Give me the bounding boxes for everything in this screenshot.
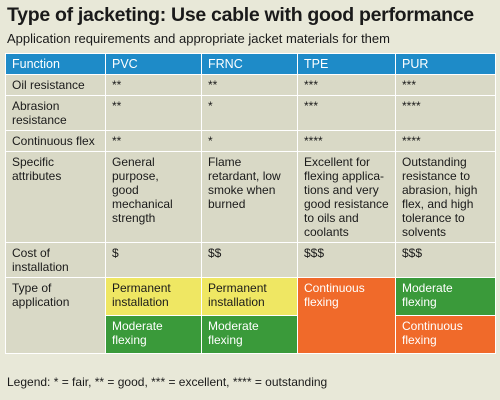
page-subtitle: Application requirements and appropriate…	[7, 31, 390, 46]
row-label-line: Specific	[12, 155, 55, 169]
table-row: Oil resistance ** ** *** ***	[5, 74, 496, 96]
cell-line: flexing	[112, 333, 147, 347]
cell-line: tolerance to	[402, 211, 465, 225]
application-cell-permanent: Permanent installation	[105, 277, 202, 316]
table-cell: $$	[201, 242, 298, 278]
row-label: Continuous flex	[5, 130, 106, 152]
table-cell: ****	[395, 95, 496, 131]
row-label: Oil resistance	[5, 74, 106, 96]
row-label-line: application	[12, 295, 70, 309]
row-label-line: resistance	[12, 113, 67, 127]
row-label-line: Cost of	[12, 246, 51, 260]
table-cell: **	[105, 130, 202, 152]
table-row: Specific attributes General purpose, goo…	[5, 151, 496, 243]
cell-line: Moderate	[208, 319, 259, 333]
application-cell-moderate: Moderate flexing	[105, 315, 202, 354]
page-title: Type of jacketing: Use cable with good p…	[7, 4, 474, 26]
header-function: Function	[5, 53, 106, 75]
cell-line: flex, and high	[402, 197, 474, 211]
cell-line: flexing	[304, 295, 339, 309]
header-pur: PUR	[395, 53, 496, 75]
cell-line: retardant, low	[208, 169, 281, 183]
row-label-line: Abrasion	[12, 99, 60, 113]
row-label-line: installation	[12, 260, 69, 274]
header-pvc: PVC	[105, 53, 202, 75]
cell-line: Moderate	[402, 281, 453, 295]
cell-line: flexing	[208, 333, 243, 347]
table-cell: **	[201, 74, 298, 96]
row-label: Specific attributes	[5, 151, 106, 243]
table-cell: General purpose, good mechanical strengt…	[105, 151, 202, 243]
cell-line: installation	[208, 295, 265, 309]
table-cell: Flame retardant, low smoke when burned	[201, 151, 298, 243]
cell-line: flexing	[402, 333, 437, 347]
cell-line: Moderate	[112, 319, 163, 333]
cell-line: installation	[112, 295, 169, 309]
cell-line: mechanical	[112, 197, 173, 211]
cell-line: tions and very	[304, 183, 379, 197]
table-cell: **	[105, 95, 202, 131]
table-cell: ***	[297, 95, 396, 131]
header-tpe: TPE	[297, 53, 396, 75]
application-cell-moderate: Moderate flexing	[201, 315, 298, 354]
table-cell: $$$	[297, 242, 396, 278]
cell-line: General	[112, 155, 155, 169]
cell-line: Permanent	[208, 281, 267, 295]
cell-line: resistance to	[402, 169, 471, 183]
legend: Legend: * = fair, ** = good, *** = excel…	[7, 375, 328, 389]
cell-line: flexing	[402, 295, 437, 309]
row-label: Cost of installation	[5, 242, 106, 278]
cell-line: good resistance	[304, 197, 389, 211]
table-cell: $	[105, 242, 202, 278]
table-cell: ****	[395, 130, 496, 152]
row-label: Type of application	[5, 277, 106, 354]
table-cell: ***	[297, 74, 396, 96]
row-label-line: attributes	[12, 169, 62, 183]
application-cell-moderate: Moderate flexing	[395, 277, 496, 316]
table-row: Moderate flexing Moderate flexing Contin…	[6, 315, 496, 354]
row-label: Abrasion resistance	[5, 95, 106, 131]
cell-line: coolants	[304, 225, 349, 239]
table-cell: **	[105, 74, 202, 96]
cell-line: smoke when	[208, 183, 276, 197]
cell-line: Excellent for	[304, 155, 371, 169]
table-row: Type of application Permanent installati…	[5, 277, 496, 354]
cell-line: Continuous	[402, 319, 463, 333]
cell-line: to oils and	[304, 211, 359, 225]
table-cell: Excellent for flexing applica- tions and…	[297, 151, 396, 243]
cell-line: abrasion, high	[402, 183, 478, 197]
table-cell: *	[201, 130, 298, 152]
cell-line: Permanent	[112, 281, 171, 295]
application-cell-permanent: Permanent installation	[201, 277, 298, 316]
cell-line: solvents	[402, 225, 447, 239]
table-cell: *	[201, 95, 298, 131]
table-row: Cost of installation $ $$ $$$ $$$	[5, 242, 496, 278]
cell-line: strength	[112, 211, 156, 225]
row-label-line: Type of	[12, 281, 52, 295]
jacketing-table: Function PVC FRNC TPE PUR Oil resistance…	[5, 53, 496, 354]
cell-line: good	[112, 183, 139, 197]
cell-line: Outstanding	[402, 155, 467, 169]
table-cell: Outstanding resistance to abrasion, high…	[395, 151, 496, 243]
header-row: Function PVC FRNC TPE PUR	[5, 53, 496, 75]
cell-line: burned	[208, 197, 246, 211]
table-row: Abrasion resistance ** * *** ****	[5, 95, 496, 131]
table-cell: ****	[297, 130, 396, 152]
header-frnc: FRNC	[201, 53, 298, 75]
cell-line: Continuous	[304, 281, 365, 295]
cell-line: flexing applica-	[304, 169, 385, 183]
application-cell-continuous: Continuous flexing	[395, 315, 496, 354]
table-cell: ***	[395, 74, 496, 96]
table-row: Continuous flex ** * **** ****	[5, 130, 496, 152]
cell-line: Flame	[208, 155, 242, 169]
table-cell: $$$	[395, 242, 496, 278]
application-cell-continuous: Continuous flexing	[297, 277, 396, 354]
cell-line: purpose,	[112, 169, 159, 183]
